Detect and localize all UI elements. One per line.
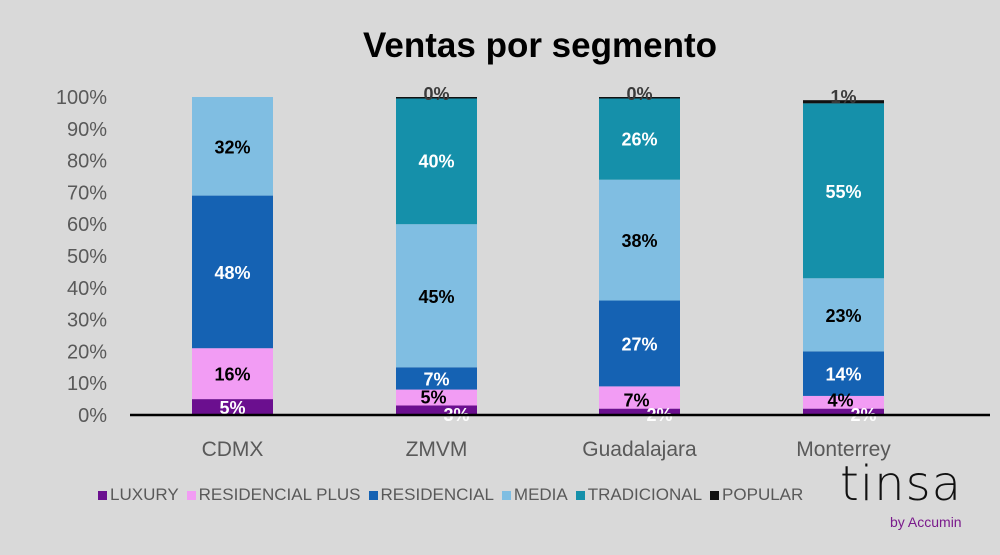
- legend-item: RESIDENCIAL PLUS: [186, 485, 361, 505]
- data-label: 0%: [626, 84, 652, 104]
- data-label: 5%: [420, 387, 446, 407]
- data-label: 40%: [418, 152, 454, 172]
- y-tick-label: 20%: [67, 341, 107, 363]
- data-label: 45%: [418, 287, 454, 307]
- bar-segment: [396, 389, 477, 406]
- bar-segment: [803, 100, 884, 104]
- legend-label: LUXURY: [110, 485, 179, 504]
- legend-item: TRADICIONAL: [575, 485, 703, 505]
- y-tick-label: 60%: [67, 214, 107, 236]
- legend-swatch: [501, 490, 511, 500]
- legend-label: MEDIA: [513, 485, 568, 504]
- bar-segment: [396, 224, 477, 368]
- y-tick-label: 40%: [67, 278, 107, 300]
- data-label: 26%: [621, 129, 657, 149]
- data-label: 7%: [623, 391, 649, 411]
- legend-item: LUXURY: [98, 485, 179, 505]
- x-category-label: Guadalajara: [582, 438, 697, 461]
- bar-segment: [599, 386, 680, 409]
- data-label: 7%: [423, 369, 449, 389]
- data-label: 48%: [214, 263, 250, 283]
- y-tick-label: 80%: [67, 151, 107, 173]
- bar-segment: [803, 278, 884, 352]
- bar-segment: [396, 97, 477, 225]
- y-tick-label: 10%: [67, 373, 107, 395]
- bar-segment: [803, 351, 884, 396]
- x-category-label: ZMVM: [406, 438, 468, 461]
- y-tick-label: 100%: [56, 87, 107, 109]
- legend-swatch: [98, 490, 107, 500]
- data-label: 16%: [214, 365, 250, 385]
- tinsa-logo: tinsa by Accumin: [840, 456, 962, 530]
- bar-segment: [803, 395, 884, 409]
- y-tick-label: 30%: [67, 310, 107, 332]
- legend-label: POPULAR: [722, 485, 804, 504]
- bar-segment: [599, 408, 680, 415]
- bar-segment: [803, 408, 884, 415]
- y-tick-label: 70%: [67, 182, 107, 204]
- bar-segment: [599, 300, 680, 387]
- bar-segment: [599, 179, 680, 301]
- bar-segment: [192, 195, 273, 349]
- legend-item: RESIDENCIAL: [368, 485, 494, 505]
- legend-swatch: [186, 490, 196, 500]
- data-label: 27%: [621, 334, 657, 354]
- legend: LUXURY RESIDENCIAL PLUS RESIDENCIAL MEDIA TR…: [98, 485, 803, 505]
- legend-item: MEDIA: [501, 485, 568, 505]
- bar-segment: [599, 97, 680, 99]
- legend-swatch: [575, 490, 585, 500]
- data-label: 1%: [830, 87, 856, 107]
- data-label: 55%: [825, 182, 861, 202]
- legend-label: TRADICIONAL: [587, 485, 703, 504]
- y-tick-label: 50%: [67, 246, 107, 268]
- bar-segment: [192, 97, 273, 196]
- chart-title: Ventas por segmento: [363, 26, 717, 65]
- bar-segment: [803, 103, 884, 279]
- data-label: 38%: [621, 231, 657, 251]
- logo-subtext: by Accumin: [890, 514, 962, 530]
- data-label: 5%: [219, 398, 245, 418]
- y-tick-label: 90%: [67, 119, 107, 141]
- data-label: 14%: [825, 365, 861, 385]
- bar-segment: [192, 348, 273, 400]
- data-label: 23%: [825, 306, 861, 326]
- legend-label: RESIDENCIAL: [380, 485, 494, 504]
- x-category-label: Monterrey: [796, 438, 891, 461]
- data-label: 32%: [214, 137, 250, 157]
- bar-segment: [396, 367, 477, 390]
- bar-segment: [396, 405, 477, 415]
- bar-segment: [396, 97, 477, 99]
- legend-item: POPULAR: [710, 485, 803, 505]
- legend-swatch: [710, 490, 720, 500]
- legend-swatch: [368, 490, 378, 500]
- bar-segment: [192, 399, 273, 415]
- y-tick-label: 0%: [78, 405, 107, 427]
- logo-text: tinsa: [840, 456, 962, 512]
- data-label: 4%: [827, 391, 853, 411]
- x-category-label: CDMX: [202, 438, 264, 461]
- legend-label: RESIDENCIAL PLUS: [198, 485, 361, 504]
- bar-segment: [599, 97, 680, 180]
- data-label: 0%: [423, 84, 449, 104]
